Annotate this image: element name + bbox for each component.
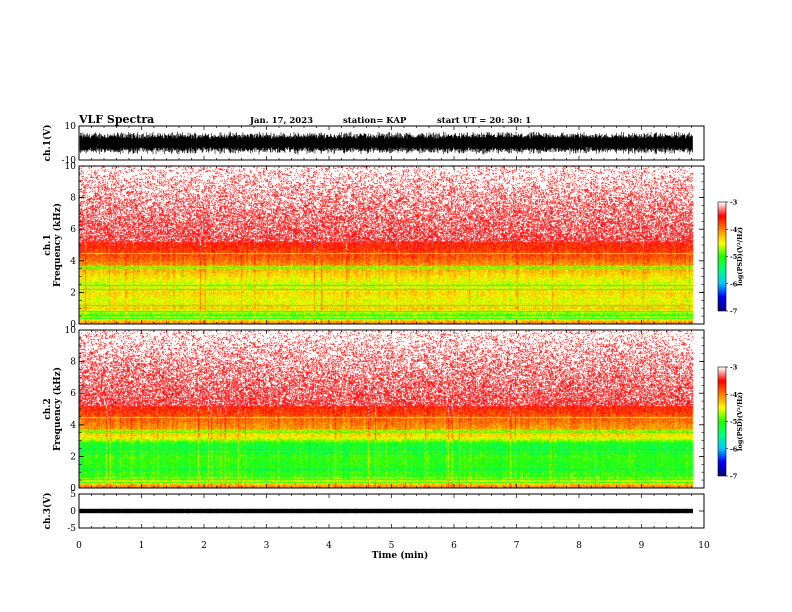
x-tick-label: 4 <box>326 541 332 551</box>
time-axis: 0 1 2 3 4 5 6 7 8 9 10 <box>76 541 710 551</box>
spectrogram-ch1-ytick-label: 6 <box>70 225 76 235</box>
start-time-label: start UT = 20: 30: 1 <box>437 116 531 126</box>
spectrogram-ch1-colorbar-tick-label: -5 <box>730 253 738 261</box>
spectrogram-ch2-colorbar-tick-label: -3 <box>730 364 738 372</box>
spectrogram-ch1-colorbar-tick-label: -4 <box>730 226 738 234</box>
x-tick-label: 3 <box>264 541 270 551</box>
spectrogram-ch1-ytick-label: 0 <box>70 320 76 330</box>
spectrogram-ch2-colorbar-tick-label: -7 <box>730 473 737 481</box>
waveform-ch3-ytick-label: -5 <box>67 524 76 534</box>
colorbar-ch1: -3 -4 -5 -6 -7 log(PSD)(V²/Hz) <box>717 199 744 316</box>
spectrogram-ch1-colorbar-tick-label: -6 <box>730 280 738 288</box>
figure-title: VLF Spectra <box>78 113 154 126</box>
waveform-ch1-panel: 10 -10 ch.1(V) <box>42 122 705 166</box>
spectrogram-ch1-colorbar-tick-label: -3 <box>730 199 738 207</box>
spectrogram-ch1-ytick-label: 2 <box>70 288 76 298</box>
x-tick-label: 5 <box>389 541 395 551</box>
spectrogram-ch2-ytick-label: 8 <box>70 358 76 368</box>
spectrogram-ch2-image <box>79 330 704 488</box>
waveform-ch3-ylabel: ch.3(V) <box>42 493 53 530</box>
spectrogram-ch1-colorbar-tick-label: -7 <box>730 308 737 316</box>
waveform-ch3-trace <box>79 508 693 514</box>
spectrogram-ch1-image-holder <box>79 166 704 324</box>
station-label: station= KAP <box>343 116 407 126</box>
waveform-ch1-ylabel: ch.1(V) <box>42 125 53 162</box>
x-tick-label: 9 <box>639 541 645 551</box>
waveform-ch1-trace <box>79 131 693 155</box>
colorbar-ch2: -3 -4 -5 -6 -7 log(PSD)(V²/Hz) <box>717 364 744 481</box>
spectrogram-ch2-colorbar-label: log(PSD)(V²/Hz) <box>736 392 744 451</box>
spectrogram-ch2-ytick-label: 4 <box>70 421 76 431</box>
spectrogram-ch1-ytick-label: 4 <box>70 257 76 267</box>
spectrogram-ch2-colorbar-tick-label: -5 <box>730 418 738 426</box>
waveform-ch1-ytick-label: -10 <box>62 156 77 166</box>
spectrogram-ch2-colorbar-tick-label: -4 <box>730 391 738 399</box>
waveform-ch1-ytick-label: 10 <box>65 122 77 132</box>
colorbar-ch1-gradient <box>718 202 726 311</box>
x-tick-label: 6 <box>451 541 457 551</box>
spectrogram-ch1-ytick-label: 10 <box>65 162 77 172</box>
x-tick-label: 10 <box>698 541 710 551</box>
spectrogram-ch2-ylabel: Frequency (kHz) <box>52 367 63 451</box>
x-tick-label: 1 <box>139 541 145 551</box>
x-tick-label: 2 <box>201 541 207 551</box>
waveform-ch3-ytick-label: 5 <box>70 490 76 500</box>
colorbar-ch1-holder <box>718 202 726 311</box>
spectrogram-ch1-ylabel: ch.1 <box>43 234 53 255</box>
waveform-ch3-panel: 5 0 -5 ch.3(V) <box>42 490 705 534</box>
spectrogram-ch2-ytick-label: 0 <box>70 484 76 494</box>
spectrogram-ch1-image <box>79 166 704 324</box>
x-axis-label: Time (min) <box>372 550 429 561</box>
waveform-ch3-ytick-label: 0 <box>70 507 76 517</box>
date-label: Jan. 17, 2023 <box>249 116 313 126</box>
spectrogram-ch2-panel: 0 2 4 6 8 10 ch.2 Frequency (kHz) <box>43 326 705 494</box>
x-tick-label: 8 <box>576 541 582 551</box>
spectrogram-ch2-colorbar-tick-label: -6 <box>730 445 738 453</box>
x-tick-label: 0 <box>76 541 82 551</box>
spectrogram-ch2-image-holder <box>79 330 704 488</box>
spectrogram-ch2-ylabel: ch.2 <box>43 398 53 419</box>
spectrogram-ch1-ytick-label: 8 <box>70 194 76 204</box>
spectrogram-ch1-colorbar-label: log(PSD)(V²/Hz) <box>736 227 744 286</box>
x-tick-label: 7 <box>514 541 520 551</box>
colorbar-ch2-holder <box>718 367 726 476</box>
spectrogram-ch1-panel: 0 2 4 6 8 10 ch.1 Frequency (kHz) <box>43 162 705 330</box>
spectrogram-ch2-ytick-label: 6 <box>70 389 76 399</box>
spectrogram-ch2-ytick-label: 10 <box>65 326 77 336</box>
spectrogram-ch1-ylabel: Frequency (kHz) <box>52 203 63 287</box>
colorbar-ch2-gradient <box>718 367 726 476</box>
spectrogram-ch2-ytick-label: 2 <box>70 452 76 462</box>
